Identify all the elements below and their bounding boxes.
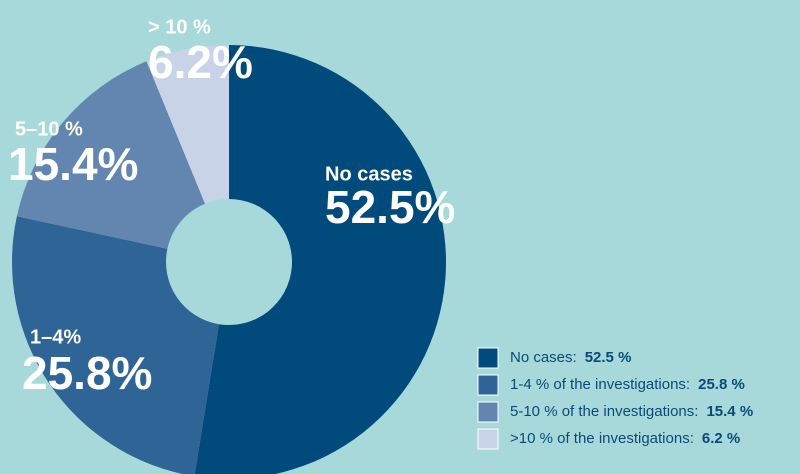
slice-value: 6.2% — [148, 36, 253, 88]
legend-swatch — [477, 374, 499, 396]
legend-value: 25.8 % — [698, 376, 745, 393]
legend-swatch — [477, 401, 499, 423]
slice-category: 1–4% — [30, 326, 81, 348]
slice — [146, 45, 229, 204]
slice-value: 15.4% — [8, 138, 138, 190]
legend-swatch — [477, 347, 499, 369]
slice-category: > 10 % — [148, 16, 211, 38]
legend-value: 52.5 % — [585, 349, 632, 366]
legend-label: 5-10 % of the investigations: — [510, 403, 698, 420]
legend-value: 15.4 % — [706, 403, 753, 420]
slice — [194, 45, 446, 474]
slice-value: 52.5% — [325, 181, 455, 233]
legend-label: 1-4 % of the investigations: — [510, 376, 690, 393]
slice-value: 25.8% — [22, 347, 152, 399]
legend-label: >10 % of the investigations: — [510, 430, 694, 447]
legend-swatch — [477, 428, 499, 450]
slice-category: 5–10 % — [15, 118, 83, 140]
legend-value: 6.2 % — [702, 430, 740, 447]
slice-category: No cases — [325, 163, 413, 185]
legend-label: No cases: — [510, 349, 577, 366]
slice — [12, 216, 219, 474]
slice — [16, 61, 206, 249]
